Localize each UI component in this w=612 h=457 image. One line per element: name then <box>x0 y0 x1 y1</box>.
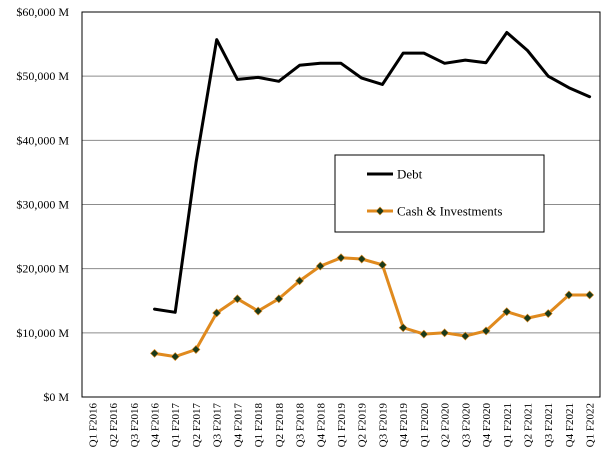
x-tick-label: Q3 F2021 <box>543 403 555 447</box>
y-tick-label: $30,000 M <box>16 198 69 212</box>
data-point <box>378 260 387 270</box>
data-point <box>502 307 512 317</box>
x-tick-label: Q2 F2017 <box>191 403 203 448</box>
series-line <box>153 256 592 359</box>
data-point <box>543 309 553 319</box>
x-tick-label: Q4 F2020 <box>481 403 493 448</box>
data-point <box>419 329 429 339</box>
x-tick-label: Q1 F2017 <box>170 403 182 448</box>
data-point <box>274 294 284 304</box>
y-axis-ticks: $0 M $10,000 M $20,000 M $30,000 M $40,000 M… <box>16 5 69 404</box>
data-point <box>170 352 180 361</box>
data-point <box>481 326 491 336</box>
y-tick-label: $0 M <box>43 390 69 404</box>
data-point <box>523 313 532 323</box>
x-tick-label: Q1 F2020 <box>419 403 431 448</box>
x-axis-ticks: Q1 F2016 Q2 F2016 Q3 F2016 Q4 F2016 Q1 F2017… <box>87 403 596 448</box>
x-tick-label: Q4 F2021 <box>564 403 576 447</box>
data-point <box>191 345 201 354</box>
legend-cash-label: Cash & Investments <box>397 204 502 219</box>
x-tick-label: Q3 F2017 <box>212 403 224 448</box>
x-tick-label: Q2 F2016 <box>108 403 120 448</box>
x-tick-label: Q1 F2019 <box>336 403 348 448</box>
legend: Debt Cash & Investments <box>334 154 545 233</box>
legend-debt-label: Debt <box>397 167 423 182</box>
x-tick-label: Q3 F2020 <box>460 403 472 448</box>
series-layer <box>150 31 595 361</box>
data-point <box>398 323 408 333</box>
data-point <box>336 253 346 263</box>
series-cash-investments <box>150 253 595 361</box>
x-tick-label: Q2 F2021 <box>522 403 534 447</box>
x-tick-label: Q3 F2019 <box>377 403 389 448</box>
data-point <box>460 331 470 341</box>
data-point <box>295 276 304 286</box>
data-point <box>315 261 325 271</box>
y-tick-label: $20,000 M <box>16 262 69 276</box>
plot-area-border <box>81 11 601 398</box>
data-point <box>357 254 367 264</box>
data-point <box>150 348 159 358</box>
x-tick-label: Q4 F2019 <box>398 403 410 448</box>
x-tick-label: Q2 F2019 <box>357 403 369 448</box>
data-point <box>253 306 263 316</box>
x-tick-label: Q4 F2016 <box>150 403 162 448</box>
data-point <box>585 290 595 300</box>
x-tick-label: Q4 F2018 <box>315 403 327 448</box>
y-tick-label: $10,000 M <box>16 326 69 340</box>
y-tick-label: $60,000 M <box>16 5 69 19</box>
data-point <box>212 308 222 318</box>
x-tick-label: Q2 F2020 <box>440 403 452 448</box>
x-tick-label: Q1 F2018 <box>253 403 265 448</box>
x-tick-label: Q2 F2018 <box>274 403 286 448</box>
legend-box <box>334 154 545 233</box>
x-tick-label: Q1 F2016 <box>87 403 99 448</box>
y-tick-label: $40,000 M <box>16 133 69 147</box>
series-debt <box>153 31 592 314</box>
x-tick-label: Q3 F2016 <box>129 403 141 448</box>
x-tick-label: Q1 F2021 <box>502 403 514 447</box>
data-point <box>564 290 574 300</box>
x-tick-label: Q1 F2022 <box>585 403 597 447</box>
legend-cash-marker <box>375 206 385 216</box>
data-point <box>232 294 242 304</box>
y-tick-label: $50,000 M <box>16 69 69 83</box>
series-line <box>153 31 592 314</box>
data-point <box>440 328 450 338</box>
x-tick-label: Q4 F2017 <box>232 403 244 448</box>
x-tick-label: Q3 F2018 <box>295 403 307 448</box>
